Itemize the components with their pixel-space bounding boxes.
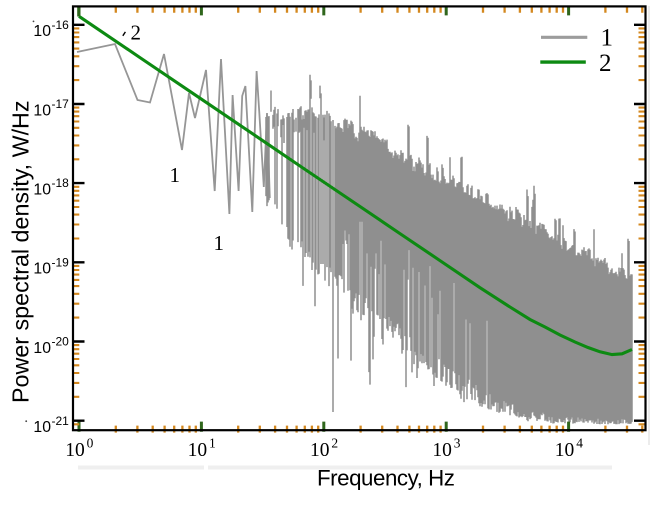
svg-text:10: 10 [432,440,452,461]
svg-text:10: 10 [33,23,51,40]
svg-text:10: 10 [33,419,51,436]
svg-text:-16: -16 [52,18,70,32]
svg-text:0: 0 [87,436,94,451]
svg-text:Frequency, Hz: Frequency, Hz [317,466,455,491]
svg-text:3: 3 [454,436,461,451]
svg-text:1: 1 [601,25,614,52]
svg-text:1: 1 [170,163,181,187]
svg-text:-21: -21 [52,414,70,428]
svg-text:2: 2 [331,436,338,451]
svg-text:2: 2 [131,21,142,45]
svg-text:4: 4 [576,436,583,451]
svg-text:1: 1 [209,436,216,451]
svg-text:10: 10 [65,440,85,461]
svg-text:Power spectral density, W/Hz: Power spectral density, W/Hz [8,100,34,403]
svg-text:10: 10 [33,261,51,278]
svg-text:10: 10 [33,340,51,357]
svg-text:-17: -17 [52,97,70,111]
svg-text:10: 10 [33,102,51,119]
svg-text:-20: -20 [52,335,70,349]
svg-text:10: 10 [188,440,208,461]
svg-text:2: 2 [599,50,612,77]
svg-text:10: 10 [33,181,51,198]
svg-text:-19: -19 [52,255,70,269]
svg-text:1: 1 [214,231,225,255]
svg-text:10: 10 [555,440,575,461]
svg-text:-18: -18 [52,176,70,190]
svg-text:10: 10 [310,440,330,461]
